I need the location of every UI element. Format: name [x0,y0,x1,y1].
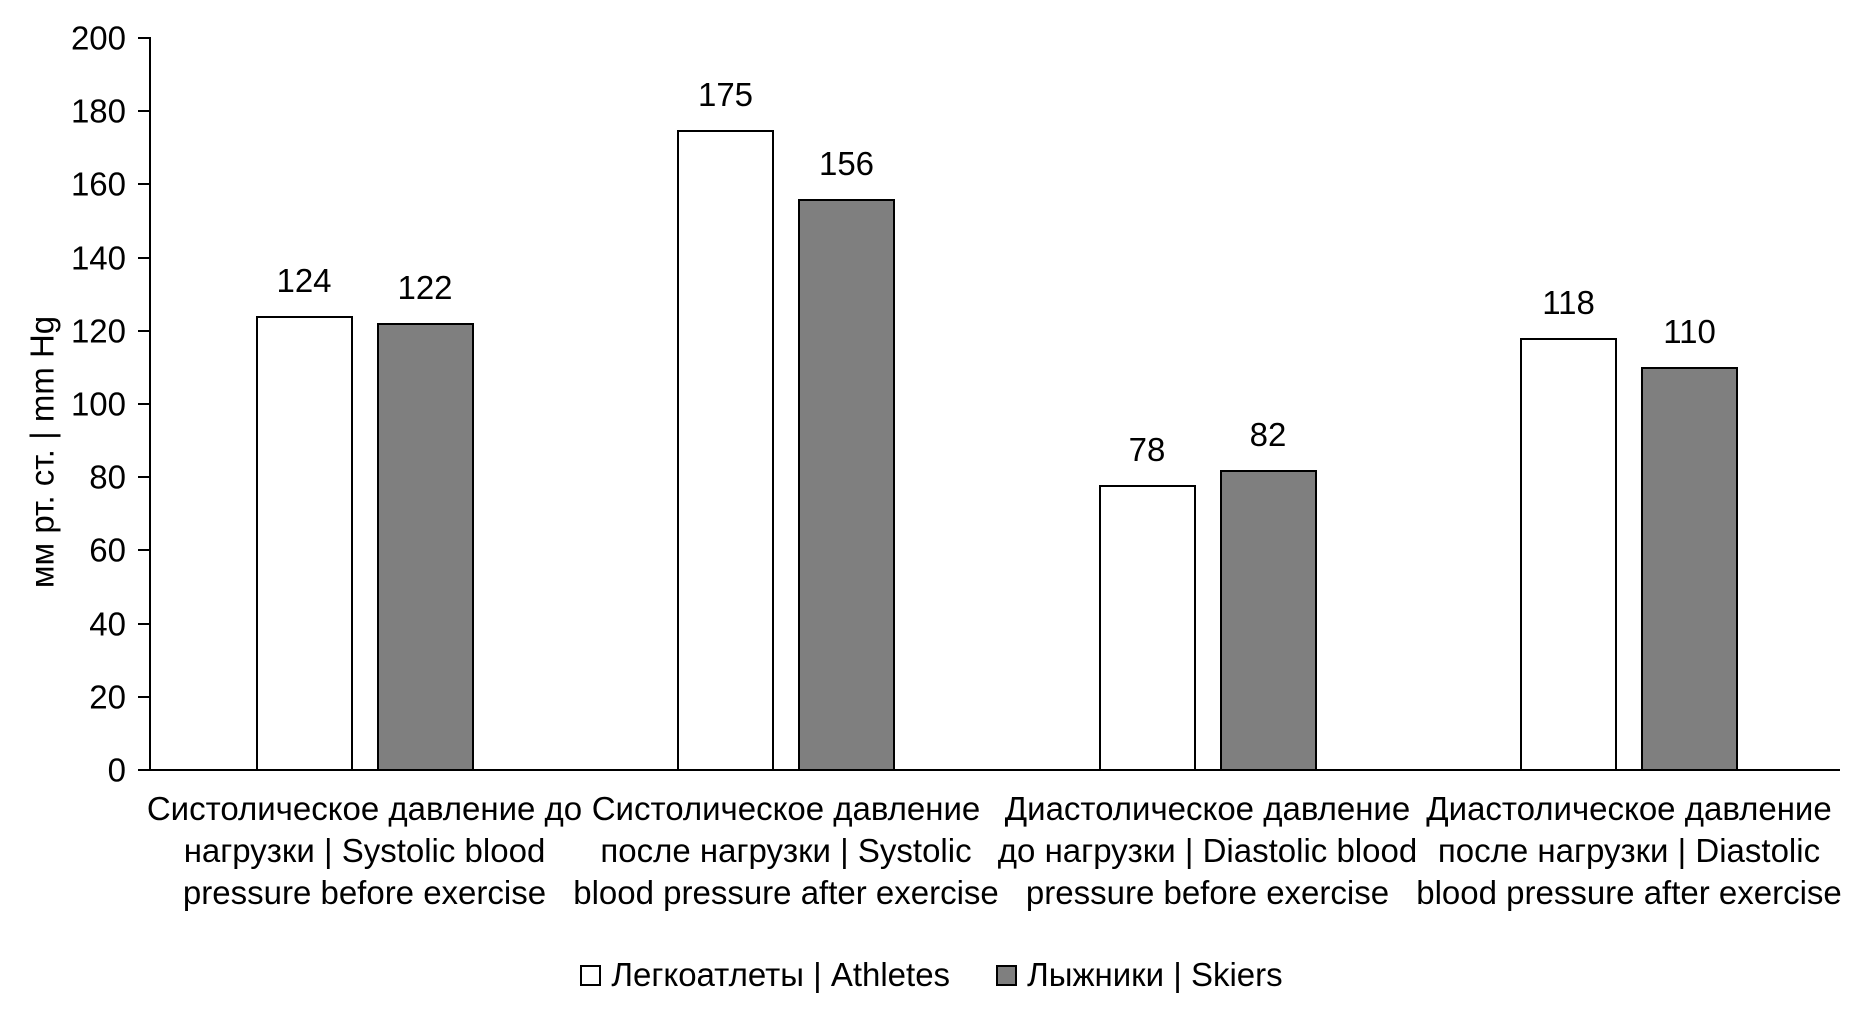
y-tick-mark [138,695,150,698]
bar-athletes [1098,484,1196,771]
x-category-label: Систолическое давление до нагрузки | Sys… [146,790,583,911]
bar-athletes [677,129,774,771]
bar-skiers [798,199,895,771]
y-tick-label: 140 [70,239,126,277]
bar-skiers [376,323,474,771]
y-tick-label: 180 [70,92,126,130]
bar-value-label: 110 [1663,313,1716,351]
y-tick-mark [138,403,150,405]
y-tick-mark [138,329,150,332]
y-tick-label: 200 [70,19,126,57]
y-tick-label: 120 [70,312,126,350]
bar-value-label: 156 [818,145,875,183]
x-category-label: Диастолическое давление после нагрузки |… [1416,790,1842,911]
y-tick-mark [138,622,150,625]
legend-item-athletes: Легкоатлеты | Athletes [580,956,950,994]
y-tick-label: 20 [89,678,126,716]
y-tick-label: 40 [89,605,126,643]
legend-swatch-icon [996,964,1018,986]
y-tick-label: 60 [89,531,126,569]
y-tick-mark [138,183,150,186]
x-axis-line [149,769,1840,771]
y-tick-mark [138,37,150,39]
y-axis-line [149,37,151,771]
bar-value-label: 82 [1249,415,1287,453]
y-tick-label: 80 [89,458,126,496]
bar-skiers [1219,469,1317,771]
bar-athletes [255,316,353,771]
x-category-label: Диастолическое давление до нагрузки | Di… [997,790,1418,911]
bar-value-label: 78 [1128,430,1166,468]
y-tick-mark [138,256,150,259]
y-tick-mark [138,769,150,771]
legend-swatch-icon [580,964,602,986]
legend: Легкоатлеты | Athletes Лыжники | Skiers [0,956,1863,994]
y-tick-label: 0 [107,751,126,789]
bar-value-label: 122 [397,269,453,307]
bar-value-label: 175 [697,75,754,113]
y-tick-mark [138,110,150,113]
x-category-label: Систолическое давление после нагрузки | … [573,790,999,911]
bar-skiers [1641,367,1738,771]
y-tick-mark [138,549,150,552]
legend-label: Лыжники | Skiers [1027,956,1283,993]
legend-label: Легкоатлеты | Athletes [611,956,951,993]
bar-value-label: 124 [276,262,332,300]
y-tick-mark [138,476,150,479]
bar-value-label: 118 [1542,284,1595,322]
y-tick-label: 100 [70,385,126,423]
bar-athletes [1520,338,1617,771]
y-tick-label: 160 [70,165,126,203]
legend-item-skiers: Лыжники | Skiers [996,956,1283,994]
